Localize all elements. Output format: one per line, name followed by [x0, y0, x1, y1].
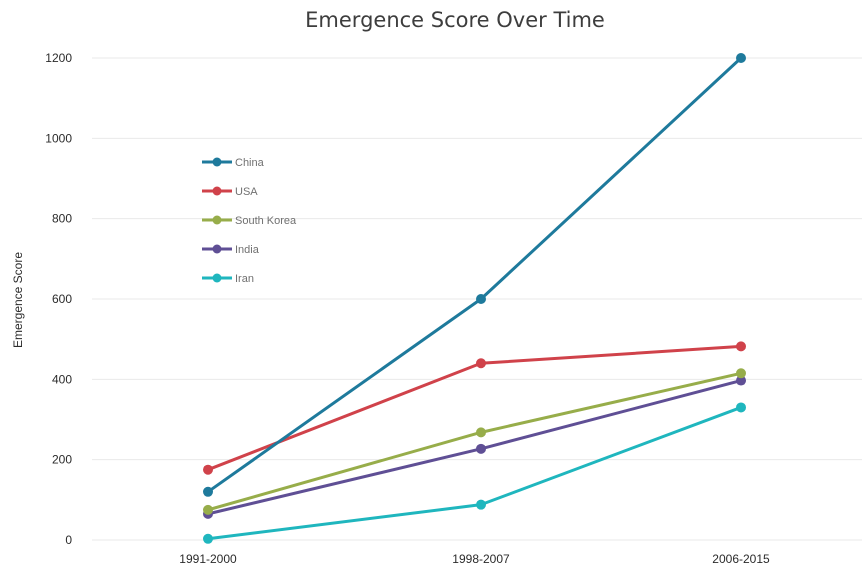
legend-label: Iran [235, 273, 254, 285]
legend-item-iran: Iran [202, 273, 254, 285]
y-tick-label: 1000 [45, 131, 72, 145]
data-point-china [476, 294, 486, 304]
series-lines [203, 53, 746, 544]
series-line-south-korea [206, 371, 743, 512]
legend-label: South Korea [235, 215, 297, 227]
data-point-usa [203, 464, 213, 475]
legend-label: USA [235, 186, 258, 198]
data-point-iran [476, 499, 486, 510]
legend-marker [212, 215, 222, 225]
legend-marker [212, 157, 222, 167]
y-tick-label: 600 [52, 292, 72, 306]
series-china [203, 53, 746, 497]
legend-item-india: India [202, 244, 260, 256]
legend-label: India [235, 244, 260, 256]
data-point-south-korea [476, 427, 486, 438]
legend-item-usa: USA [202, 186, 258, 198]
series-iran [203, 402, 746, 544]
series-line-india [206, 379, 743, 516]
legend-marker [212, 244, 222, 254]
data-point-usa [736, 341, 746, 352]
y-tick-label: 200 [52, 453, 72, 467]
series-india [203, 375, 746, 519]
x-tick-label: 1998-2007 [452, 552, 510, 566]
legend-label: China [235, 157, 265, 169]
y-tick-label: 0 [65, 533, 72, 547]
data-point-iran [203, 533, 213, 544]
legend-marker [212, 273, 222, 283]
series-line-iran [206, 405, 743, 541]
data-point-south-korea [203, 504, 213, 515]
data-point-china [203, 486, 213, 497]
series-south-korea [203, 368, 746, 515]
data-point-usa [476, 358, 486, 369]
x-tick-label: 1991-2000 [179, 552, 237, 566]
y-tick-label: 800 [52, 212, 72, 226]
series-line-china [206, 56, 743, 494]
data-point-iran [736, 402, 746, 413]
y-axis-ticks: 0 200 400 600 800 1000 1200 [45, 51, 72, 547]
series-usa [203, 341, 746, 475]
x-tick-label: 2006-2015 [712, 552, 770, 566]
data-point-china [736, 53, 746, 63]
y-tick-label: 400 [52, 372, 72, 386]
y-axis-label: Emergence Score [11, 252, 25, 348]
x-axis-ticks: 1991-2000 1998-2007 2006-2015 [179, 552, 770, 566]
chart-title: Emergence Score Over Time [305, 8, 605, 32]
legend-marker [212, 186, 222, 196]
data-point-india [476, 443, 486, 454]
legend-item-china: China [202, 157, 265, 169]
y-tick-label: 1200 [45, 51, 72, 65]
legend-item-south-korea: South Korea [202, 215, 297, 227]
data-point-india [736, 375, 746, 386]
legend: China USA South Korea India Iran [202, 157, 297, 285]
data-point-south-korea [736, 368, 746, 379]
